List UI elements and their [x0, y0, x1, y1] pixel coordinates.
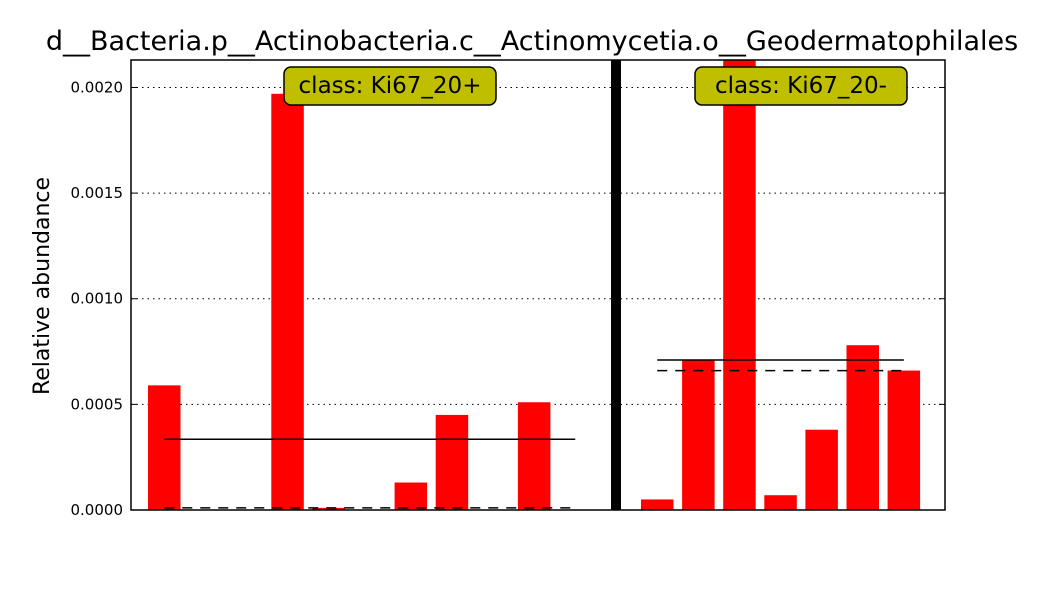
bar	[641, 499, 674, 510]
y-tick-label: 0.0020	[71, 78, 124, 96]
bar	[887, 370, 921, 510]
grid-lines	[131, 86, 945, 405]
y-tick-label: 0.0000	[71, 501, 124, 519]
y-tick-label: 0.0015	[71, 184, 124, 202]
bar	[682, 360, 715, 510]
y-tick-label: 0.0010	[71, 290, 124, 308]
bar	[764, 495, 797, 510]
stat-lines	[164, 359, 904, 509]
bar	[312, 507, 345, 510]
bar	[435, 414, 469, 510]
bar	[846, 345, 879, 510]
class-label-box	[694, 66, 908, 106]
bar	[723, 60, 756, 510]
class-label-box	[283, 66, 497, 106]
bar	[805, 429, 838, 510]
plot-frame	[130, 59, 946, 511]
bar	[394, 482, 428, 510]
y-axis-ticks: 0.0000 0.0005 0.0010 0.0015 0.0020	[71, 78, 945, 519]
class-label-text: class: Ki67_20+	[299, 73, 482, 99]
class-label-text: class: Ki67_20-	[715, 73, 887, 99]
y-tick-label: 0.0005	[71, 395, 124, 413]
bar	[271, 93, 304, 510]
bars	[148, 60, 921, 510]
class-labels: class: Ki67_20+ class: Ki67_20-	[283, 66, 908, 106]
y-axis-label: Relative abundance	[30, 177, 55, 395]
bar	[517, 402, 551, 510]
bar	[148, 385, 181, 510]
chart-title: d__Bacteria.p__Actinobacteria.c__Actinom…	[46, 26, 1018, 57]
